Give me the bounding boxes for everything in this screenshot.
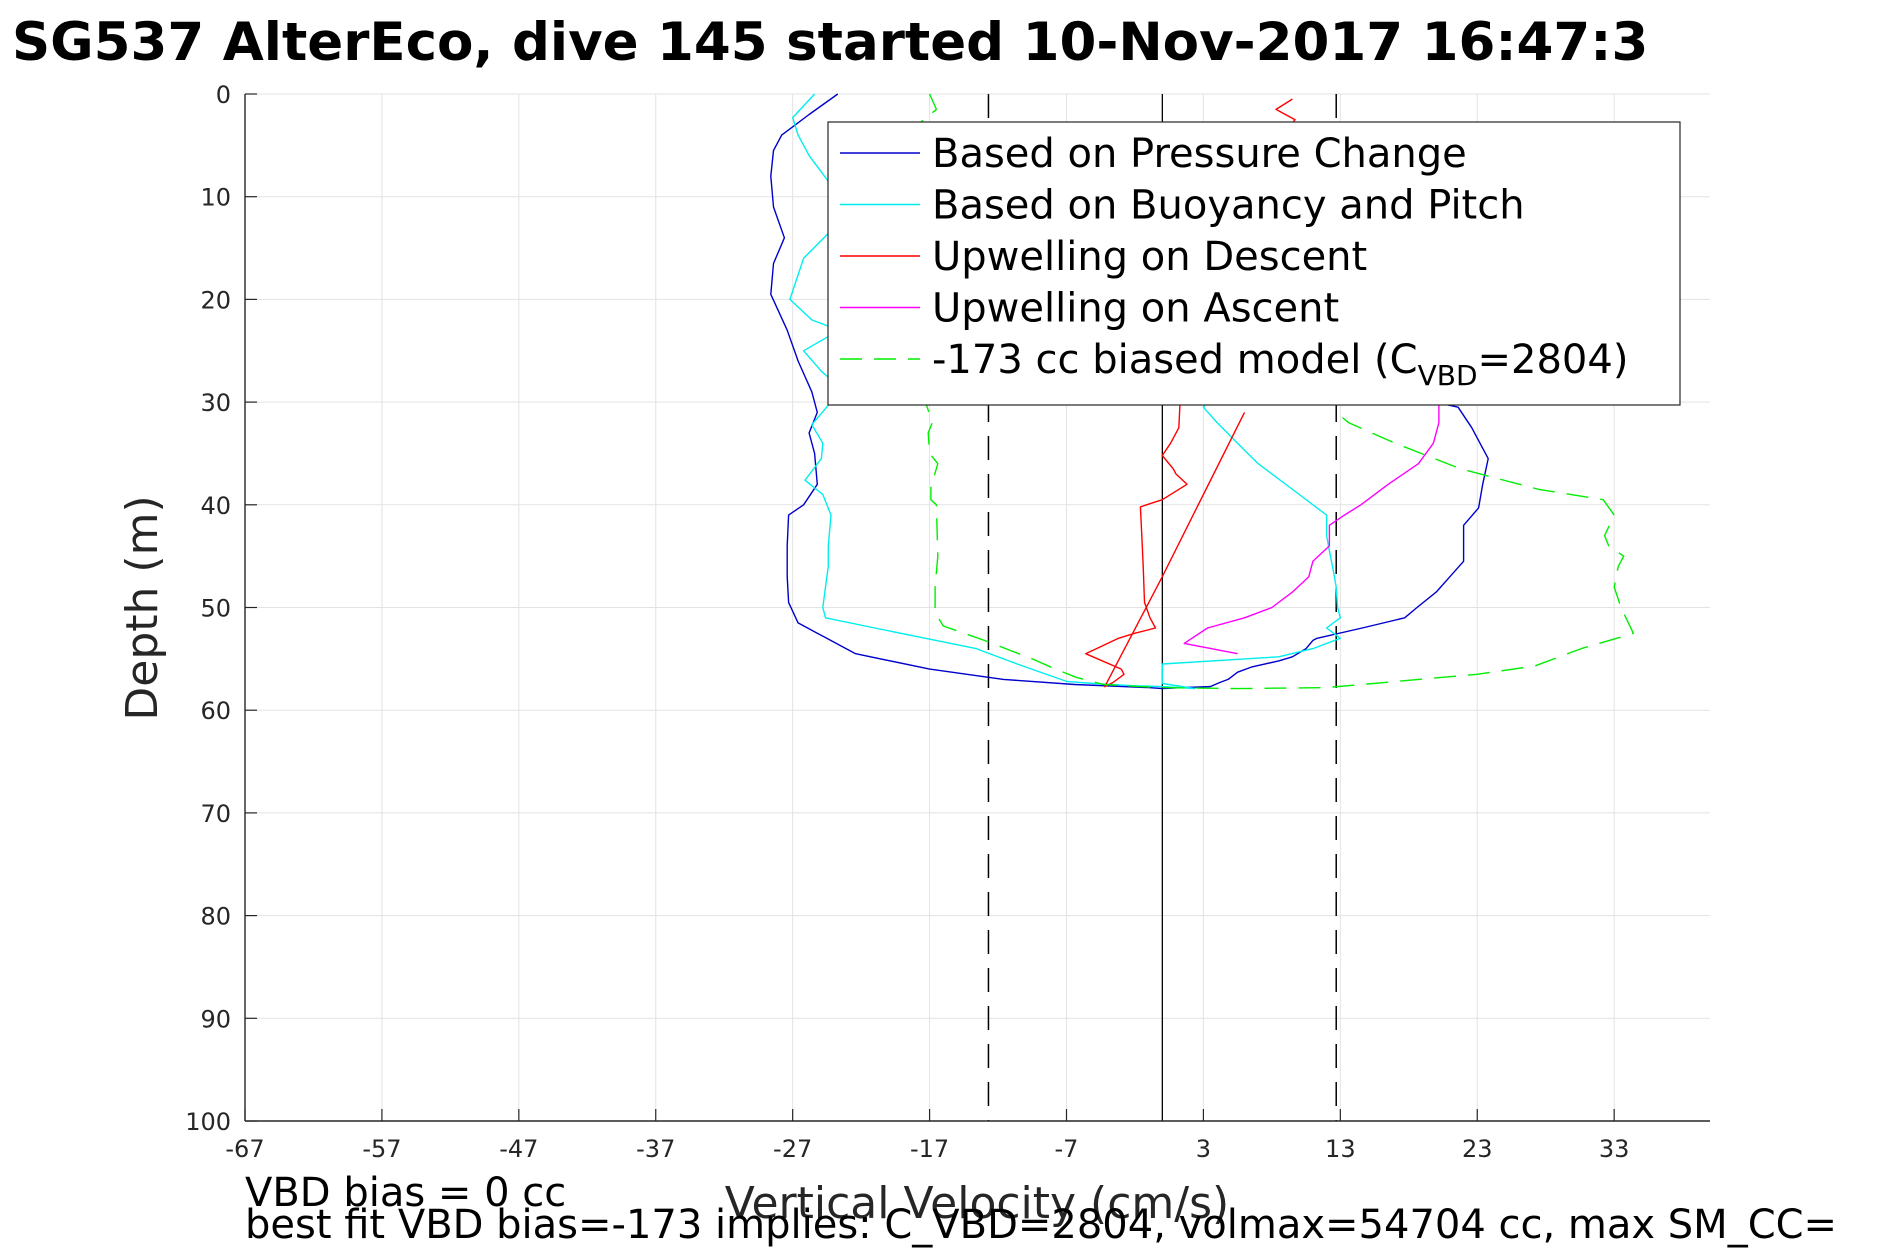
y-tick-label: 90 (200, 1005, 231, 1033)
chart-title: SG537 AlterEco, dive 145 started 10-Nov-… (12, 12, 1648, 73)
x-tick-label: 33 (1599, 1135, 1630, 1163)
x-tick-label: 13 (1325, 1135, 1356, 1163)
y-tick-label: 60 (200, 697, 231, 725)
series-line-1 (770, 93, 1489, 690)
x-tick-label: -27 (773, 1135, 812, 1163)
y-tick-label: 10 (200, 184, 231, 212)
series-line-2 (789, 93, 1341, 690)
legend: Based on Pressure Change Based on Buoyanc… (827, 121, 1681, 406)
legend-label-2: Based on Buoyancy and Pitch (932, 183, 1525, 229)
legend-label-4: Upwelling on Ascent (932, 286, 1339, 332)
y-tick-label: 20 (200, 286, 231, 314)
x-tick-label: 3 (1196, 1135, 1211, 1163)
legend-box (827, 121, 1681, 406)
axes (244, 93, 1710, 1122)
y-axis-label: Depth (m) (117, 495, 168, 720)
legend-label-1: Based on Pressure Change (932, 131, 1467, 177)
y-tick-label: 50 (200, 595, 231, 623)
x-tick-label: -57 (362, 1135, 401, 1163)
legend-label-3: Upwelling on Descent (932, 234, 1367, 280)
series-line-5 (919, 93, 1634, 690)
y-tick-labels: 0 10 20 30 40 50 60 70 80 90 100 (185, 81, 231, 1136)
y-tick-label: 30 (200, 389, 231, 417)
vbd-bias-note: VBD bias = 0 cc (245, 1170, 566, 1216)
series-line-4 (1183, 402, 1440, 655)
x-tick-label: -17 (910, 1135, 949, 1163)
x-tick-label: 23 (1462, 1135, 1493, 1163)
x-tick-label: -47 (499, 1135, 538, 1163)
y-tick-label: 70 (200, 800, 231, 828)
x-tick-label: -7 (1055, 1135, 1079, 1163)
x-tick-label: -37 (636, 1135, 675, 1163)
best-fit-note: best fit VBD bias=-173 implies: C_VBD=28… (245, 1202, 1837, 1248)
x-axis-label: Vertical Velocity (cm/s) (725, 1178, 1229, 1229)
x-tick-labels: -67 -57 -47 -37 -27 -17 -7 3 13 23 33 (225, 1135, 1629, 1163)
y-tick-label: 40 (200, 492, 231, 520)
legend-label-5: -173 cc biased model (CVBD=2804) (932, 337, 1628, 392)
y-tick-label: 80 (200, 903, 231, 931)
x-tick-label: -67 (225, 1135, 264, 1163)
y-tick-label: 100 (185, 1108, 231, 1136)
y-tick-label: 0 (216, 81, 231, 109)
